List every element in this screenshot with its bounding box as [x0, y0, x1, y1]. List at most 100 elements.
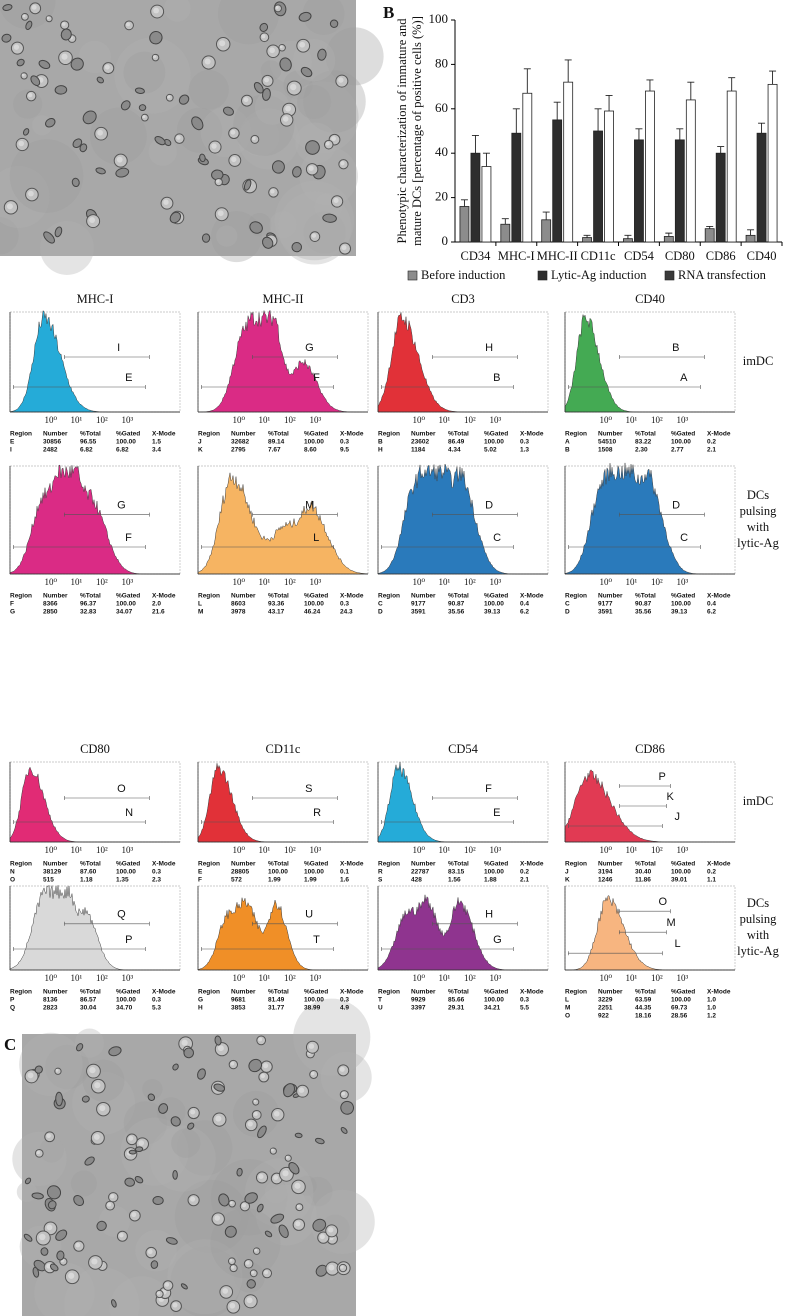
axis-label: 10⁰: [44, 577, 57, 587]
cell-highlight: [261, 34, 266, 39]
table-cell: 23602: [411, 439, 429, 446]
y-tick-label: 60: [435, 100, 448, 115]
bar: [500, 223, 511, 243]
table-cell: 4.34: [448, 447, 461, 454]
table-header: Number: [43, 431, 68, 438]
axis-label: 10¹: [70, 577, 82, 587]
table-header: X-Mode: [707, 593, 731, 600]
table-cell: H: [378, 447, 383, 454]
cell-highlight: [190, 1196, 196, 1202]
cell-highlight: [36, 1150, 41, 1155]
axis-label: 10³: [676, 973, 688, 983]
cell-highlight: [104, 64, 110, 70]
table-cell: 1.99: [268, 877, 281, 884]
bar: [645, 90, 655, 243]
gate-label: T: [313, 934, 320, 946]
cell: [283, 1083, 296, 1098]
table-header: %Total: [448, 861, 469, 868]
cell: [315, 1137, 325, 1145]
table-cell: 2.1: [707, 447, 716, 454]
table-cell: 6.2: [520, 609, 529, 616]
cell: [128, 1149, 137, 1155]
gate-label: D: [485, 500, 493, 512]
axis-label: 10³: [121, 973, 133, 983]
axis-label: 10³: [309, 845, 321, 855]
table-cell: 1246: [598, 877, 613, 884]
cell: [23, 1233, 33, 1242]
cell: [305, 140, 320, 155]
cell: [249, 221, 263, 234]
table-cell: 2.0: [152, 601, 161, 608]
axis-label: 10¹: [438, 415, 450, 425]
cell-highlight: [294, 1182, 301, 1189]
y-axis-label: mature DCs [percentage of positive cells…: [410, 16, 424, 246]
shade: [89, 107, 147, 165]
cell-highlight: [295, 1221, 301, 1227]
cell: [54, 1067, 62, 1075]
bar: [459, 206, 470, 243]
axis-label: 10³: [489, 973, 501, 983]
gate-line: [13, 385, 146, 389]
axis-label: 10⁰: [599, 845, 612, 855]
x-tick-label: CD34: [461, 249, 492, 263]
cell: [214, 1035, 222, 1046]
table-cell: 6.2: [707, 609, 716, 616]
gate-line: [381, 385, 514, 389]
table-cell: C: [378, 601, 383, 608]
bar: [552, 119, 563, 243]
cell-highlight: [308, 1043, 315, 1049]
axis-label: 10¹: [258, 577, 270, 587]
cell-highlight: [253, 1099, 257, 1103]
error-bar: [635, 128, 643, 140]
axis-label: 10³: [489, 577, 501, 587]
axis-label: 10¹: [625, 577, 637, 587]
gate-line: [252, 921, 338, 926]
axis-label: 10¹: [438, 577, 450, 587]
axis-label: 10⁰: [599, 577, 612, 587]
table-header: %Total: [635, 989, 656, 996]
cell: [152, 1195, 164, 1206]
gate-line: [432, 921, 518, 926]
cell-highlight: [27, 1072, 34, 1079]
cell-highlight: [22, 14, 26, 18]
gate-line: [619, 512, 705, 517]
shade: [64, 1267, 140, 1316]
bar: [634, 139, 644, 243]
bar: [767, 83, 778, 243]
legend-swatch: [537, 270, 548, 281]
table-header: Number: [231, 861, 256, 868]
cell: [40, 1247, 49, 1256]
cell: [54, 226, 63, 238]
table-header: Number: [231, 989, 256, 996]
bar: [511, 132, 522, 243]
error-bar: [605, 95, 613, 112]
shade: [12, 1131, 67, 1187]
axis-label: 10³: [676, 845, 688, 855]
table-header: %Gated: [304, 861, 328, 868]
axis-label: 10¹: [258, 973, 270, 983]
gate-label: F: [485, 783, 492, 795]
cell-highlight: [21, 73, 25, 77]
gate-label: U: [305, 909, 313, 921]
table-cell: 32.83: [80, 609, 97, 616]
y-tick-label: 80: [435, 55, 448, 70]
table-cell: R: [378, 869, 383, 876]
table-header: %Total: [448, 989, 469, 996]
table-header: Region: [198, 431, 220, 438]
table-cell: 43.17: [268, 609, 285, 616]
table-cell: 0.3: [340, 997, 349, 1004]
table-cell: K: [198, 447, 203, 454]
table-cell: O: [10, 877, 15, 884]
cell: [298, 11, 312, 22]
shade: [256, 1184, 317, 1246]
cell: [257, 1125, 267, 1139]
bar: [663, 236, 674, 243]
cell-highlight: [89, 1067, 96, 1074]
bar: [604, 110, 614, 243]
cell: [150, 1260, 159, 1269]
cell: [300, 66, 313, 78]
axis-label: 10²: [284, 415, 296, 425]
table-cell: 2.77: [671, 447, 684, 454]
cell: [340, 1100, 355, 1115]
bar: [541, 219, 552, 243]
